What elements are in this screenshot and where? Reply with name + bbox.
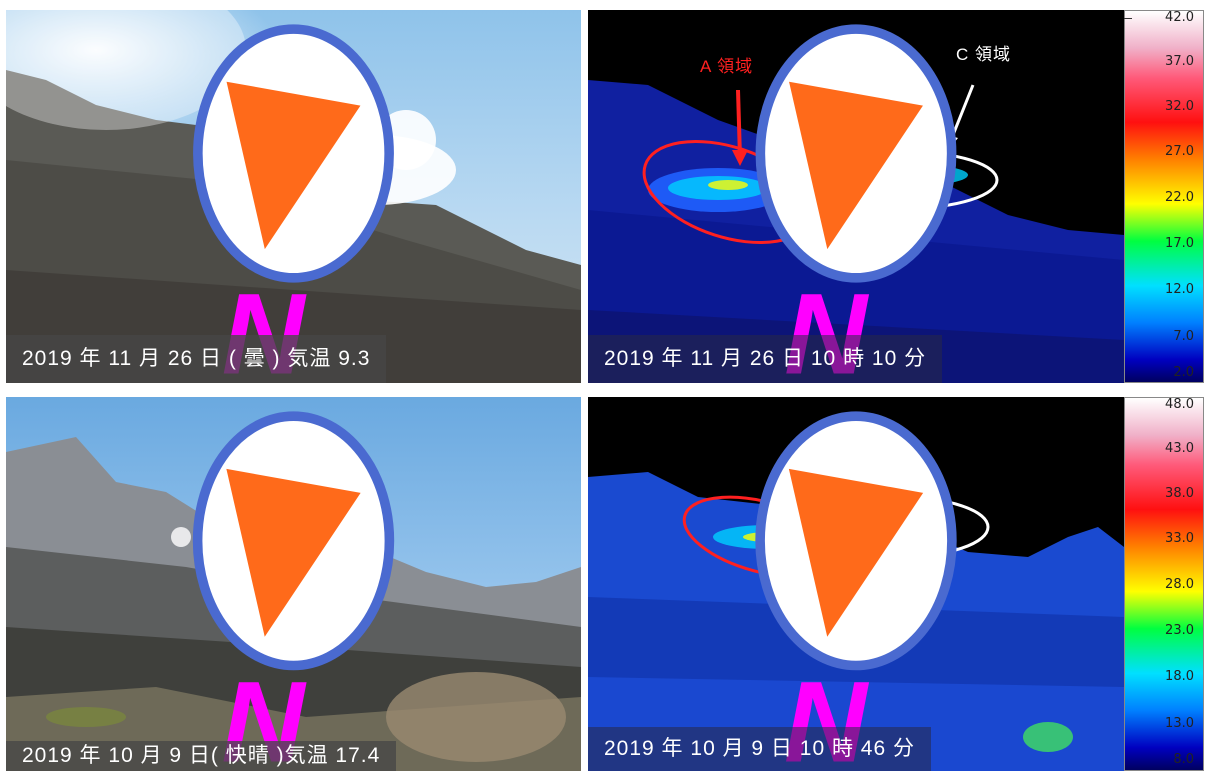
scale-tick: 2.0: [1173, 365, 1194, 380]
scale-tick: 27.0: [1165, 144, 1194, 159]
north-compass-icon: N: [192, 411, 395, 771]
color-scale-bar: [1124, 10, 1204, 383]
scale-tick: 8.0: [1173, 752, 1194, 767]
temperature-scale-bottom: 48.0 43.0 38.0 33.0 28.0 23.0 18.0 13.0 …: [1124, 397, 1204, 771]
scale-tick: 38.0: [1165, 486, 1194, 501]
scale-tick: 43.0: [1165, 441, 1194, 456]
region-a-label: A 領域: [700, 57, 754, 76]
scale-tick: 32.0: [1165, 99, 1194, 114]
scale-tick: 33.0: [1165, 531, 1194, 546]
thermal-caption: 2019 年 10 月 9 日 10 時 46 分: [588, 727, 931, 771]
scale-tick: 48.0: [1165, 397, 1194, 412]
photo-caption: 2019 年 11 月 26 日 ( 曇 ) 気温 9.3: [6, 335, 387, 383]
scale-tick: 22.0: [1165, 190, 1194, 205]
scale-tick: 28.0: [1165, 577, 1194, 592]
scale-tick: 13.0: [1165, 716, 1194, 731]
temperature-scale-top: 42.0 37.0 32.0 27.0 22.0 17.0 12.0 7.0 2…: [1124, 10, 1204, 383]
scale-tick: 23.0: [1165, 623, 1194, 638]
scale-tick: 18.0: [1165, 669, 1194, 684]
photo-top-left: N 2019 年 11 月 26 日 ( 曇 ) 気温 9.3: [6, 10, 581, 383]
north-compass-icon: N: [193, 24, 394, 383]
photo-bottom-left: N 2019 年 10 月 9 日( 快晴 )気温 17.4: [6, 397, 581, 771]
photo-caption: 2019 年 10 月 9 日( 快晴 )気温 17.4: [6, 741, 397, 771]
scale-tick: 7.0: [1173, 329, 1194, 344]
thermal-caption: 2019 年 11 月 26 日 10 時 10 分: [588, 335, 943, 383]
thermal-image-top-right: N A 領域 C 領域 2019 年 11 月 26 日 10 時 10 分: [588, 10, 1124, 383]
scale-tick: 12.0: [1165, 282, 1194, 297]
color-scale-bar: [1124, 397, 1204, 771]
north-compass-icon: N: [755, 24, 957, 383]
north-compass-icon: N: [755, 411, 957, 771]
thermal-image-bottom-right: N 2019 年 10 月 9 日 10 時 46 分: [588, 397, 1124, 771]
scale-tick: 37.0: [1165, 54, 1194, 69]
scale-tick: 17.0: [1165, 236, 1194, 251]
region-c-label: C 領域: [956, 45, 1011, 64]
scale-tick: 42.0: [1165, 10, 1194, 25]
